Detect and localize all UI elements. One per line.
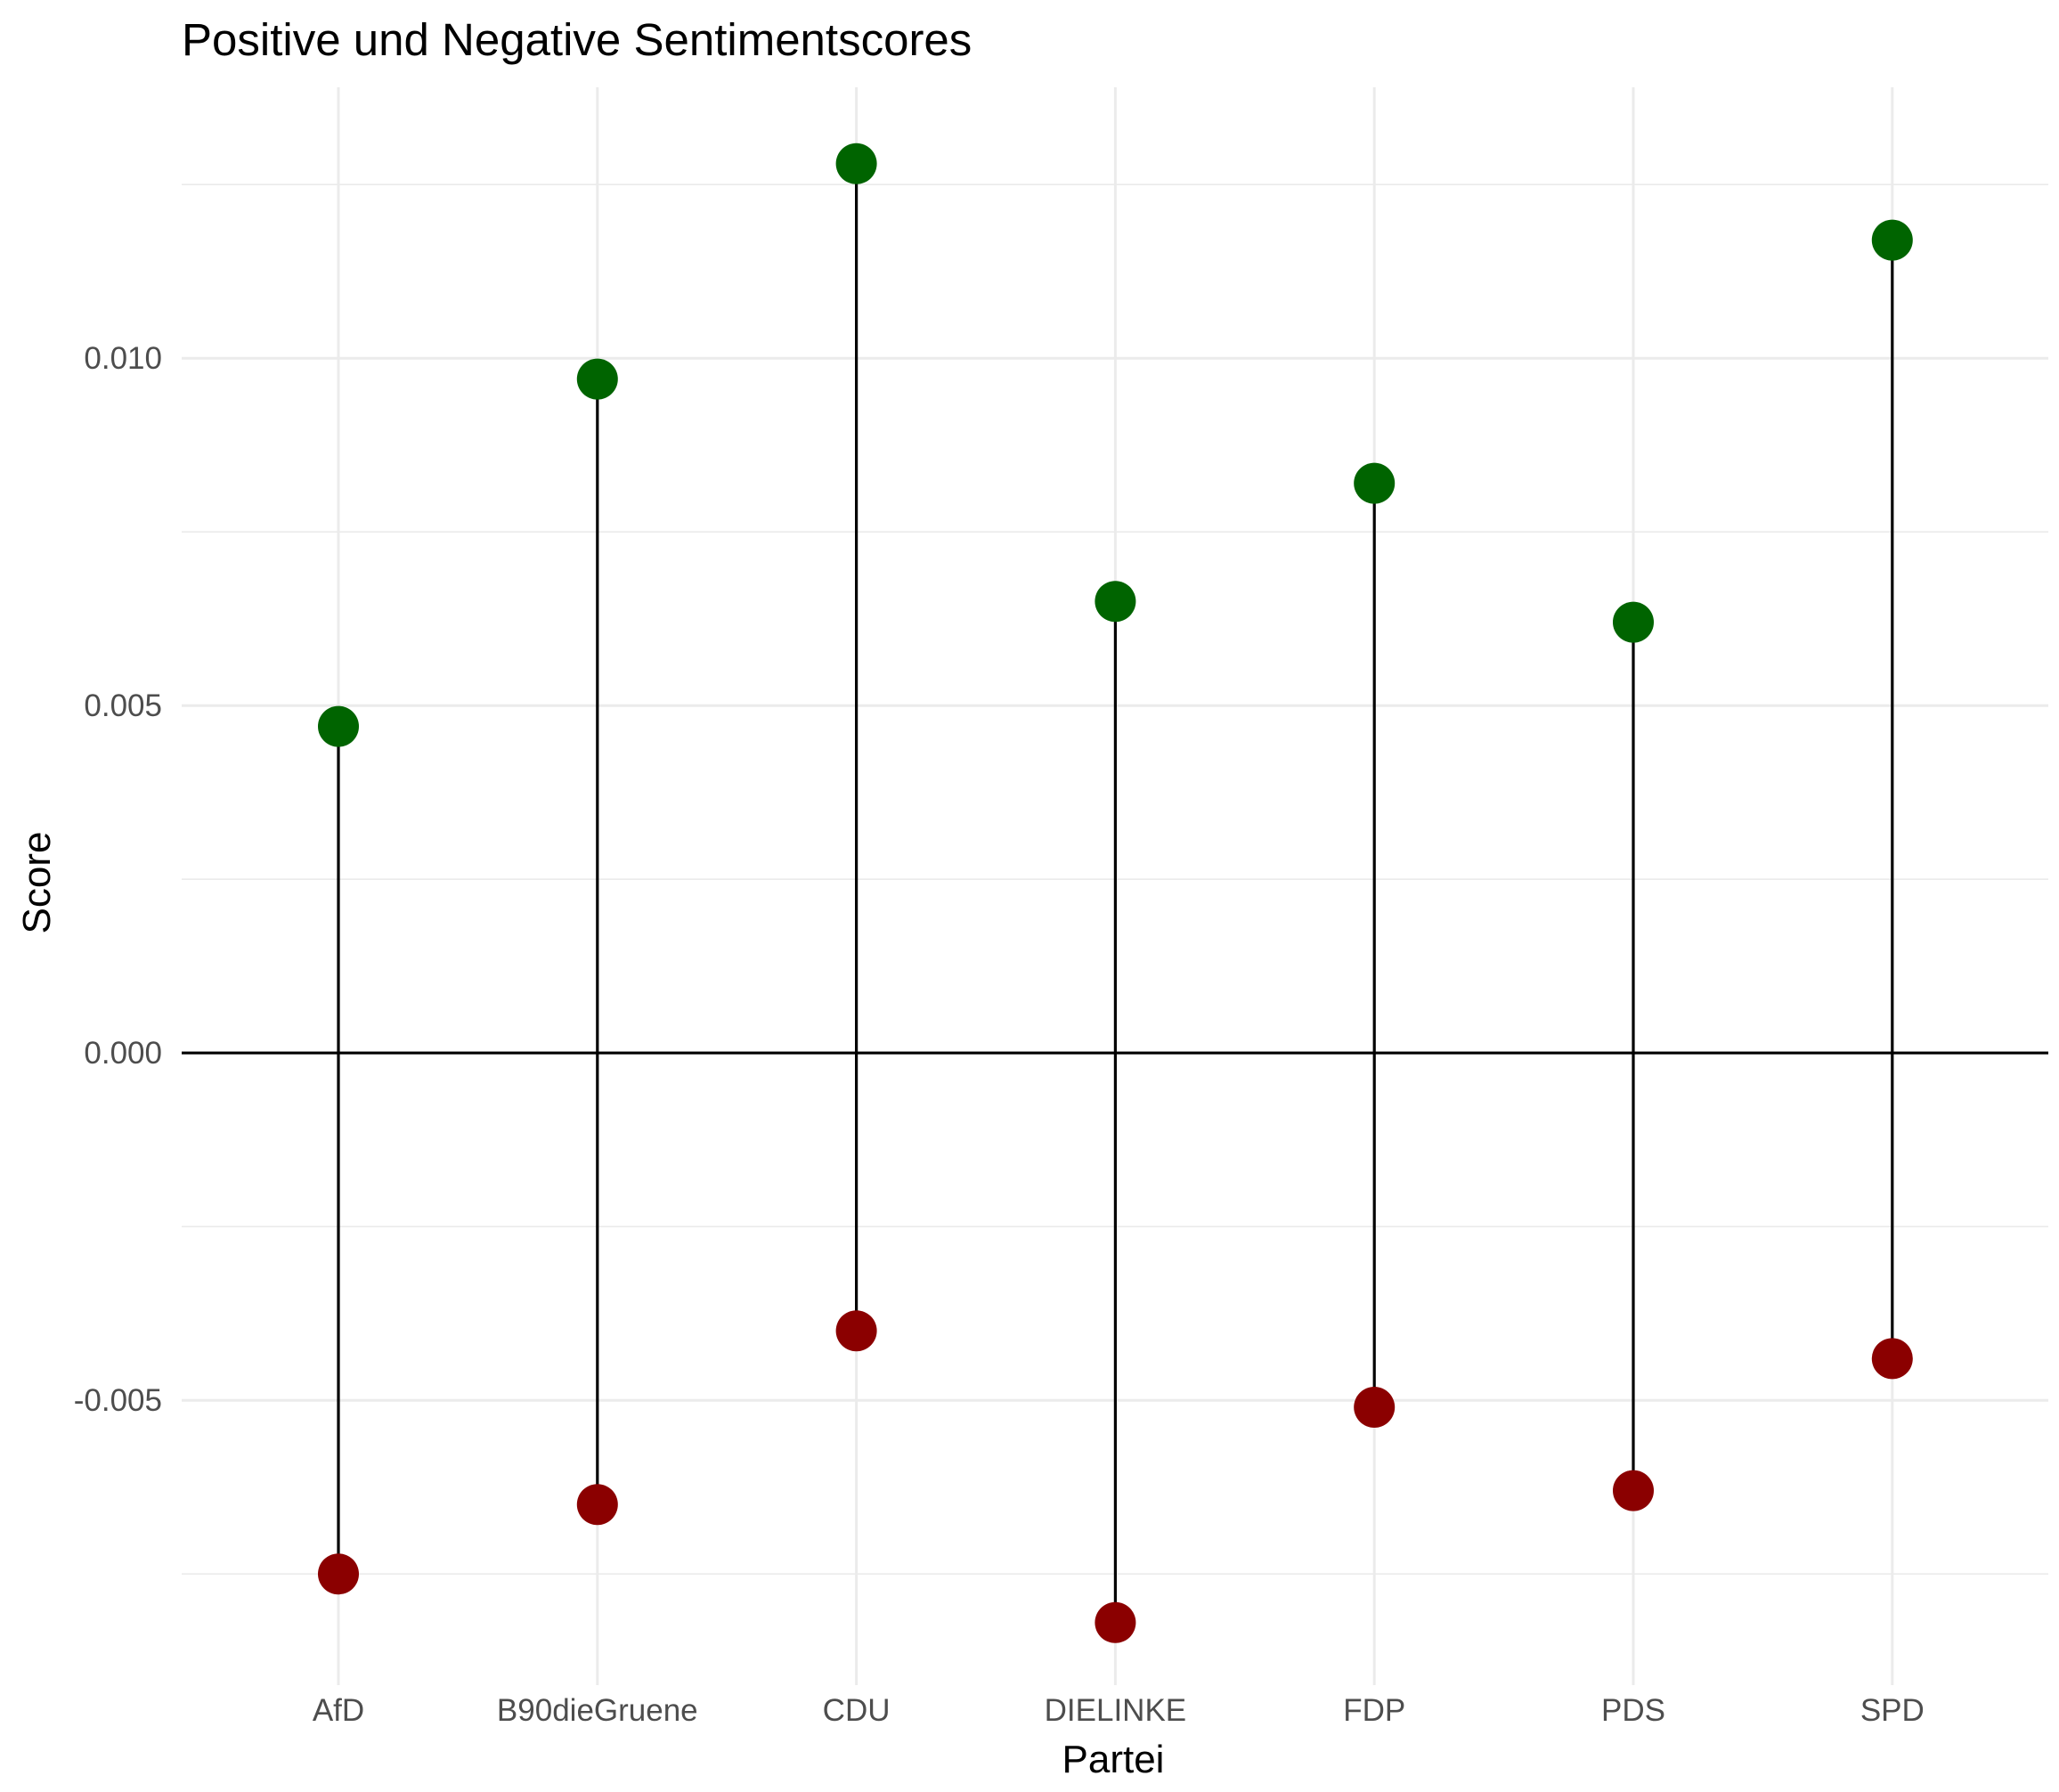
negative-score-point bbox=[835, 1310, 877, 1352]
y-tick-label: 0.010 bbox=[84, 341, 162, 376]
positive-score-point bbox=[1354, 462, 1396, 504]
x-tick-label: FDP bbox=[1343, 1693, 1405, 1728]
positive-score-point bbox=[576, 358, 618, 400]
negative-score-point bbox=[1354, 1387, 1396, 1428]
x-tick-label: CDU bbox=[823, 1693, 891, 1728]
x-axis-ticks: AfD B90dieGruene CDU DIELINKE FDP PDS SPD bbox=[313, 1693, 1925, 1728]
x-tick-label: DIELINKE bbox=[1045, 1693, 1187, 1728]
negative-score-point bbox=[318, 1553, 359, 1595]
segments bbox=[337, 163, 1894, 1623]
positive-score-point bbox=[835, 143, 877, 184]
x-tick-label: PDS bbox=[1601, 1693, 1665, 1728]
x-axis-title: Partei bbox=[1062, 1738, 1165, 1781]
y-tick-label: 0.000 bbox=[84, 1036, 162, 1071]
chart-title: Positive und Negative Sentimentscores bbox=[182, 14, 972, 65]
y-axis-ticks: -0.005 0.000 0.005 0.010 bbox=[74, 341, 162, 1418]
y-tick-label: -0.005 bbox=[74, 1383, 162, 1418]
negative-score-point bbox=[1871, 1338, 1913, 1380]
points bbox=[318, 143, 1913, 1643]
positive-score-point bbox=[1095, 581, 1136, 623]
x-tick-label: B90dieGruene bbox=[497, 1693, 698, 1728]
y-tick-label: 0.005 bbox=[84, 688, 162, 723]
positive-score-point bbox=[1871, 219, 1913, 261]
positive-score-point bbox=[318, 705, 359, 747]
negative-score-point bbox=[576, 1484, 618, 1526]
x-tick-label: AfD bbox=[313, 1693, 364, 1728]
negative-score-point bbox=[1095, 1601, 1136, 1643]
y-axis-title: Score bbox=[15, 832, 59, 934]
x-tick-label: SPD bbox=[1860, 1693, 1925, 1728]
negative-score-point bbox=[1613, 1470, 1654, 1511]
positive-score-point bbox=[1613, 601, 1654, 643]
